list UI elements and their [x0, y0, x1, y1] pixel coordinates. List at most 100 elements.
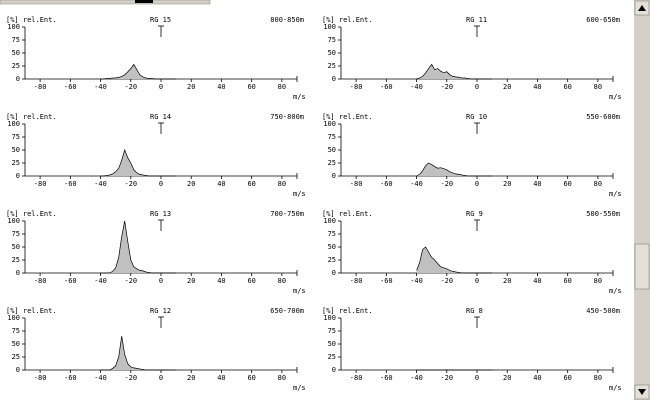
x-tick-label: 40 — [217, 277, 225, 285]
y-tick-label: 50 — [328, 49, 336, 57]
x-axis-label: m/s — [609, 384, 622, 392]
toolbar-button[interactable] — [135, 0, 153, 3]
y-tick-label: 50 — [12, 243, 20, 251]
y-tick-label: 50 — [12, 146, 20, 154]
panel-title: RG 8 — [466, 307, 483, 315]
toolbar-strip — [0, 0, 211, 5]
y-tick-label: 75 — [12, 327, 20, 335]
x-tick-label: -80 — [34, 277, 47, 285]
panel-title: RG 14 — [150, 113, 171, 121]
y-tick-label: 75 — [328, 327, 336, 335]
x-tick-label: 80 — [278, 83, 286, 91]
x-tick-label: -80 — [34, 374, 47, 382]
x-tick-label: 80 — [594, 277, 602, 285]
panel-title: RG 12 — [150, 307, 171, 315]
scrollbar[interactable] — [634, 0, 650, 400]
x-tick-label: 40 — [217, 180, 225, 188]
y-tick-label: 50 — [12, 49, 20, 57]
panel-range: 500-550m — [586, 210, 620, 218]
x-tick-label: 40 — [217, 374, 225, 382]
x-tick-label: 0 — [475, 180, 479, 188]
y-tick-label: 75 — [12, 133, 20, 141]
x-tick-label: -20 — [124, 374, 137, 382]
x-tick-label: 40 — [533, 277, 541, 285]
y-tick-label: 0 — [16, 366, 20, 374]
x-tick-label: -20 — [440, 83, 453, 91]
charts: [%] rel.Ent. RG 15 800-850m m/s 0 25 50 75 100 -8… — [6, 16, 622, 392]
y-axis-label: [%] rel.Ent. — [6, 307, 57, 315]
y-tick-label: 100 — [323, 314, 336, 322]
x-tick-label: 20 — [187, 374, 195, 382]
x-tick-label: -40 — [410, 180, 423, 188]
x-tick-label: -20 — [440, 180, 453, 188]
y-tick-label: 25 — [12, 256, 20, 264]
x-tick-label: 60 — [563, 83, 571, 91]
x-tick-label: -20 — [440, 374, 453, 382]
x-tick-label: -20 — [124, 83, 137, 91]
y-axis-label: [%] rel.Ent. — [6, 113, 57, 121]
x-tick-label: 20 — [503, 83, 511, 91]
x-tick-label: -40 — [94, 83, 107, 91]
scroll-up-arrow — [638, 5, 646, 11]
x-tick-label: 40 — [217, 83, 225, 91]
scroll-down-arrow — [638, 389, 646, 395]
y-tick-label: 0 — [332, 172, 336, 180]
y-tick-label: 100 — [7, 217, 20, 225]
panel-title: RG 11 — [466, 16, 487, 24]
x-tick-label: -80 — [34, 83, 47, 91]
x-tick-label: 0 — [475, 374, 479, 382]
x-tick-label: -40 — [94, 180, 107, 188]
x-tick-label: -80 — [350, 277, 363, 285]
spectrum-area — [416, 247, 493, 273]
spectrum-line — [100, 220, 177, 274]
y-tick-label: 0 — [332, 269, 336, 277]
x-tick-label: -60 — [380, 83, 393, 91]
y-tick-label: 0 — [16, 269, 20, 277]
y-axis-label: [%] rel.Ent. — [322, 210, 373, 218]
x-tick-label: 20 — [187, 83, 195, 91]
panel-range: 600-650m — [586, 16, 620, 24]
x-axis-label: m/s — [609, 190, 622, 198]
x-tick-label: -60 — [64, 374, 77, 382]
y-tick-label: 0 — [16, 172, 20, 180]
y-axis-label: [%] rel.Ent. — [6, 210, 57, 218]
x-tick-label: -80 — [350, 374, 363, 382]
spectrum-line — [416, 246, 493, 274]
x-tick-label: -40 — [410, 374, 423, 382]
y-tick-label: 25 — [12, 62, 20, 70]
panel-title: RG 15 — [150, 16, 171, 24]
x-tick-label: 80 — [278, 180, 286, 188]
y-tick-label: 100 — [323, 23, 336, 31]
panel-range: 550-600m — [586, 113, 620, 121]
x-tick-label: 20 — [187, 180, 195, 188]
x-tick-label: 80 — [594, 374, 602, 382]
y-axis-label: [%] rel.Ent. — [322, 307, 373, 315]
y-tick-label: 50 — [328, 243, 336, 251]
panel-range: 700-750m — [270, 210, 304, 218]
x-axis-label: m/s — [609, 287, 622, 295]
scroll-thumb[interactable] — [634, 243, 650, 290]
panel-range: 650-700m — [270, 307, 304, 315]
y-tick-label: 25 — [328, 159, 336, 167]
y-tick-label: 100 — [323, 120, 336, 128]
y-tick-label: 25 — [12, 353, 20, 361]
x-tick-label: -60 — [380, 374, 393, 382]
x-axis-label: m/s — [293, 93, 306, 101]
x-tick-label: 80 — [278, 277, 286, 285]
x-tick-label: -20 — [124, 277, 137, 285]
x-tick-label: 60 — [247, 374, 255, 382]
spectrum-line — [416, 63, 493, 80]
spectrum-area — [100, 336, 177, 370]
x-tick-label: 20 — [503, 180, 511, 188]
x-tick-label: 80 — [278, 374, 286, 382]
x-tick-label: 60 — [563, 374, 571, 382]
y-tick-label: 25 — [328, 353, 336, 361]
y-tick-label: 75 — [328, 36, 336, 44]
x-tick-label: -40 — [94, 374, 107, 382]
x-axis-label: m/s — [293, 287, 306, 295]
x-tick-label: 0 — [475, 277, 479, 285]
y-tick-label: 0 — [332, 366, 336, 374]
